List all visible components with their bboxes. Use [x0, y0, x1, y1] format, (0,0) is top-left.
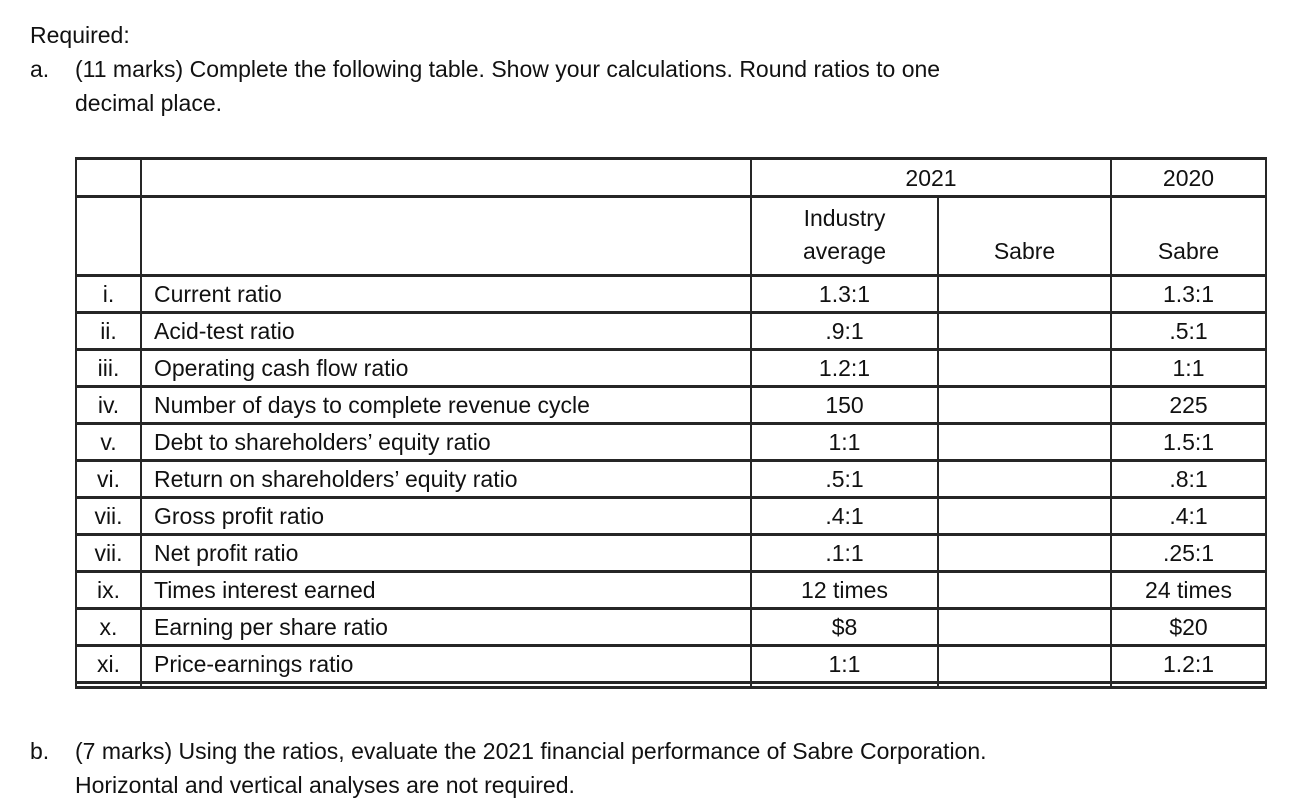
row-index-cell: ii. — [75, 311, 142, 351]
empty-cell — [1110, 681, 1268, 689]
ratio-label-cell: Operating cash flow ratio — [140, 348, 752, 388]
sabre-2020-cell: .25:1 — [1110, 533, 1268, 573]
ratio-label-cell: Times interest earned — [140, 570, 752, 610]
sabre-2020-cell: 225 — [1110, 385, 1268, 425]
table-row: vi. Return on shareholders’ equity ratio… — [75, 459, 1268, 499]
table-row: i. Current ratio 1.3:1 1.3:1 — [75, 274, 1268, 314]
table-row: iii. Operating cash flow ratio 1.2:1 1:1 — [75, 348, 1268, 388]
ratios-table: 2021 2020 Industry average Sabre Sabre i… — [75, 157, 1268, 689]
empty-cell — [75, 195, 142, 277]
part-b-text: (7 marks) Using the ratios, evaluate the… — [75, 734, 1294, 802]
part-b: b. (7 marks) Using the ratios, evaluate … — [30, 734, 1294, 802]
ratio-label-cell: Debt to shareholders’ equity ratio — [140, 422, 752, 462]
ratio-label-cell: Gross profit ratio — [140, 496, 752, 536]
empty-cell — [936, 681, 1113, 689]
part-b-line1: (7 marks) Using the ratios, evaluate the… — [75, 738, 987, 764]
part-a-marker: a. — [30, 56, 50, 82]
sabre-2021-cell — [936, 607, 1113, 647]
sabre-2021-cell — [936, 311, 1113, 351]
column-header-row: Industry average Sabre Sabre — [75, 195, 1268, 277]
empty-cell — [75, 681, 142, 689]
industry-average-cell: 1:1 — [750, 422, 939, 462]
industry-average-cell: $8 — [750, 607, 939, 647]
sabre-2020-cell: 1:1 — [1110, 348, 1268, 388]
sabre-2020-cell: .5:1 — [1110, 311, 1268, 351]
empty-cell — [75, 157, 142, 198]
row-index-cell: iv. — [75, 385, 142, 425]
year-header-row: 2021 2020 — [75, 157, 1268, 198]
ratio-label-cell: Earning per share ratio — [140, 607, 752, 647]
year-2021-header: 2021 — [749, 157, 1113, 198]
table-bottom-stub-row — [75, 681, 1268, 689]
ratio-label-cell: Number of days to complete revenue cycle — [140, 385, 752, 425]
table-row: v. Debt to shareholders’ equity ratio 1:… — [75, 422, 1268, 462]
sabre-2020-header: Sabre — [1110, 195, 1268, 277]
sabre-2021-cell — [936, 644, 1113, 684]
row-index-cell: ix. — [75, 570, 142, 610]
ratio-label-cell: Price-earnings ratio — [140, 644, 752, 684]
row-index-cell: x. — [75, 607, 142, 647]
industry-average-cell: 1.2:1 — [750, 348, 939, 388]
industry-average-cell: 1:1 — [750, 644, 939, 684]
empty-cell — [750, 681, 939, 689]
part-b-marker: b. — [30, 738, 50, 764]
ratio-label-cell: Net profit ratio — [140, 533, 752, 573]
sabre-2021-header: Sabre — [936, 195, 1113, 277]
industry-average-cell: 12 times — [750, 570, 939, 610]
industry-average-cell: 150 — [750, 385, 939, 425]
ratio-label-cell: Current ratio — [140, 274, 752, 314]
sabre-2021-cell — [936, 496, 1113, 536]
row-index-cell: iii. — [75, 348, 142, 388]
part-a: a. (11 marks) Complete the following tab… — [30, 52, 1294, 120]
row-index-cell: vii. — [75, 533, 142, 573]
sabre-2020-cell: 1.3:1 — [1110, 274, 1268, 314]
row-index-cell: xi. — [75, 644, 142, 684]
row-index-cell: vii. — [75, 496, 142, 536]
industry-average-cell: .9:1 — [750, 311, 939, 351]
sabre-2021-cell — [936, 348, 1113, 388]
table-row: xi. Price-earnings ratio 1:1 1.2:1 — [75, 644, 1268, 684]
sabre-2021-cell — [936, 570, 1113, 610]
sabre-2020-cell: .4:1 — [1110, 496, 1268, 536]
empty-cell — [140, 681, 752, 689]
sabre-2020-cell: 1.5:1 — [1110, 422, 1268, 462]
sabre-2021-cell — [936, 533, 1113, 573]
part-a-line2: decimal place. — [75, 90, 223, 116]
table-row: iv. Number of days to complete revenue c… — [75, 385, 1268, 425]
industry-average-cell: .1:1 — [750, 533, 939, 573]
ratio-label-cell: Acid-test ratio — [140, 311, 752, 351]
row-index-cell: v. — [75, 422, 142, 462]
sabre-2021-cell — [936, 422, 1113, 462]
sabre-2020-cell: $20 — [1110, 607, 1268, 647]
row-index-cell: vi. — [75, 459, 142, 499]
industry-average-cell: .5:1 — [750, 459, 939, 499]
part-a-line1: (11 marks) Complete the following table.… — [75, 56, 941, 82]
table-row: ix. Times interest earned 12 times 24 ti… — [75, 570, 1268, 610]
table-row: x. Earning per share ratio $8 $20 — [75, 607, 1268, 647]
sabre-2020-cell: 1.2:1 — [1110, 644, 1268, 684]
sabre-2021-cell — [936, 459, 1113, 499]
table-row: vii. Gross profit ratio .4:1 .4:1 — [75, 496, 1268, 536]
sabre-2021-cell — [936, 274, 1113, 314]
year-2020-header: 2020 — [1110, 157, 1268, 198]
industry-average-cell: 1.3:1 — [750, 274, 939, 314]
industry-average-cell: .4:1 — [750, 496, 939, 536]
table-row: ii. Acid-test ratio .9:1 .5:1 — [75, 311, 1268, 351]
table-row: vii. Net profit ratio .1:1 .25:1 — [75, 533, 1268, 573]
empty-cell — [140, 157, 752, 198]
sabre-2021-cell — [936, 385, 1113, 425]
required-heading: Required: — [30, 22, 130, 48]
sabre-2020-cell: 24 times — [1110, 570, 1268, 610]
part-a-text: (11 marks) Complete the following table.… — [75, 52, 1294, 120]
part-b-line2: Horizontal and vertical analyses are not… — [75, 772, 575, 798]
industry-average-header: Industry average — [750, 195, 939, 277]
row-index-cell: i. — [75, 274, 142, 314]
empty-cell — [140, 195, 752, 277]
sabre-2020-cell: .8:1 — [1110, 459, 1268, 499]
ratio-label-cell: Return on shareholders’ equity ratio — [140, 459, 752, 499]
